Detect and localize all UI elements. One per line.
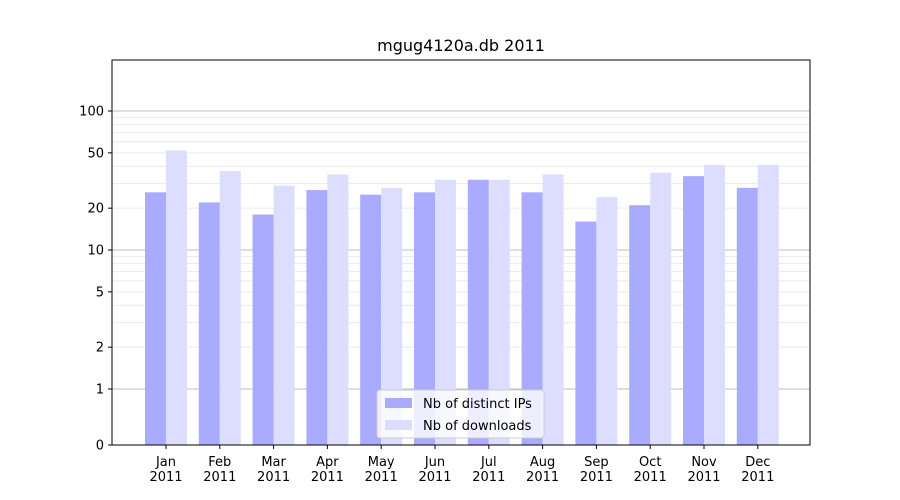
x-tick-label: Sep 2011 xyxy=(580,455,613,485)
x-tick-label: Oct 2011 xyxy=(634,455,667,485)
bar-downloads xyxy=(327,174,349,445)
y-tick-label: 0 xyxy=(96,439,104,454)
y-tick-label: 1 xyxy=(96,383,104,398)
x-tick-label: Mar 2011 xyxy=(257,455,290,485)
bar-downloads xyxy=(650,172,672,445)
bar-downloads xyxy=(596,197,618,445)
bar-downloads xyxy=(704,164,725,445)
bar-distinct-ips xyxy=(521,192,543,445)
x-tick-label: Aug 2011 xyxy=(526,455,559,485)
bars xyxy=(145,150,779,446)
bar-downloads xyxy=(488,179,510,445)
x-tick-label: Nov 2011 xyxy=(687,455,720,485)
x-axis: Jan 2011 Feb 2011 Mar 2011 Apr 2011 May 2011 Jun 20… xyxy=(149,445,774,485)
legend-label-ips: Nb of distinct IPs xyxy=(423,397,532,412)
plot-area-frame xyxy=(111,59,811,446)
bar-downloads xyxy=(542,174,564,445)
bar-distinct-ips xyxy=(360,194,382,445)
x-tick-label: Apr 2011 xyxy=(311,455,344,485)
x-tick-label: May 2011 xyxy=(365,455,398,485)
bar-downloads xyxy=(273,185,295,445)
legend: Nb of distinct IPs Nb of downloads xyxy=(376,389,545,439)
legend-swatch-ips xyxy=(385,398,412,408)
x-tick-label: Jan 2011 xyxy=(149,455,182,485)
y-tick-label: 2 xyxy=(96,341,104,356)
bar-distinct-ips xyxy=(736,187,758,445)
x-tick-label: Dec 2011 xyxy=(741,455,774,485)
legend-label-downloads: Nb of downloads xyxy=(423,419,532,434)
legend-box xyxy=(376,389,545,439)
x-tick-label: Jun 2011 xyxy=(418,455,451,485)
y-tick-label: 20 xyxy=(87,202,104,217)
bar-distinct-ips xyxy=(252,214,274,445)
bar-distinct-ips xyxy=(306,190,328,445)
x-tick-label: Feb 2011 xyxy=(203,455,236,485)
chart-title: mgug4120a.db 2011 xyxy=(377,36,545,55)
bar-distinct-ips xyxy=(145,192,166,445)
y-tick-label: 5 xyxy=(96,285,104,300)
bar-distinct-ips xyxy=(575,221,597,445)
y-tick-label: 10 xyxy=(87,244,104,259)
bar-downloads xyxy=(757,164,779,445)
bar-distinct-ips xyxy=(629,205,651,445)
y-tick-label: 100 xyxy=(79,105,104,120)
y-axis: 0 1 2 5 10 20 50 100 xyxy=(79,105,112,454)
bar-downloads xyxy=(381,187,403,445)
bar-downloads xyxy=(166,150,187,446)
bar-downloads xyxy=(219,171,241,445)
x-tick-label: Jul 2011 xyxy=(472,455,505,485)
bar-distinct-ips xyxy=(198,202,220,445)
bar-distinct-ips xyxy=(414,192,435,445)
legend-swatch-downloads xyxy=(385,420,412,430)
bar-distinct-ips xyxy=(467,179,489,445)
y-tick-label: 50 xyxy=(87,146,104,161)
bar-distinct-ips xyxy=(683,176,704,445)
bar-downloads xyxy=(435,179,456,445)
